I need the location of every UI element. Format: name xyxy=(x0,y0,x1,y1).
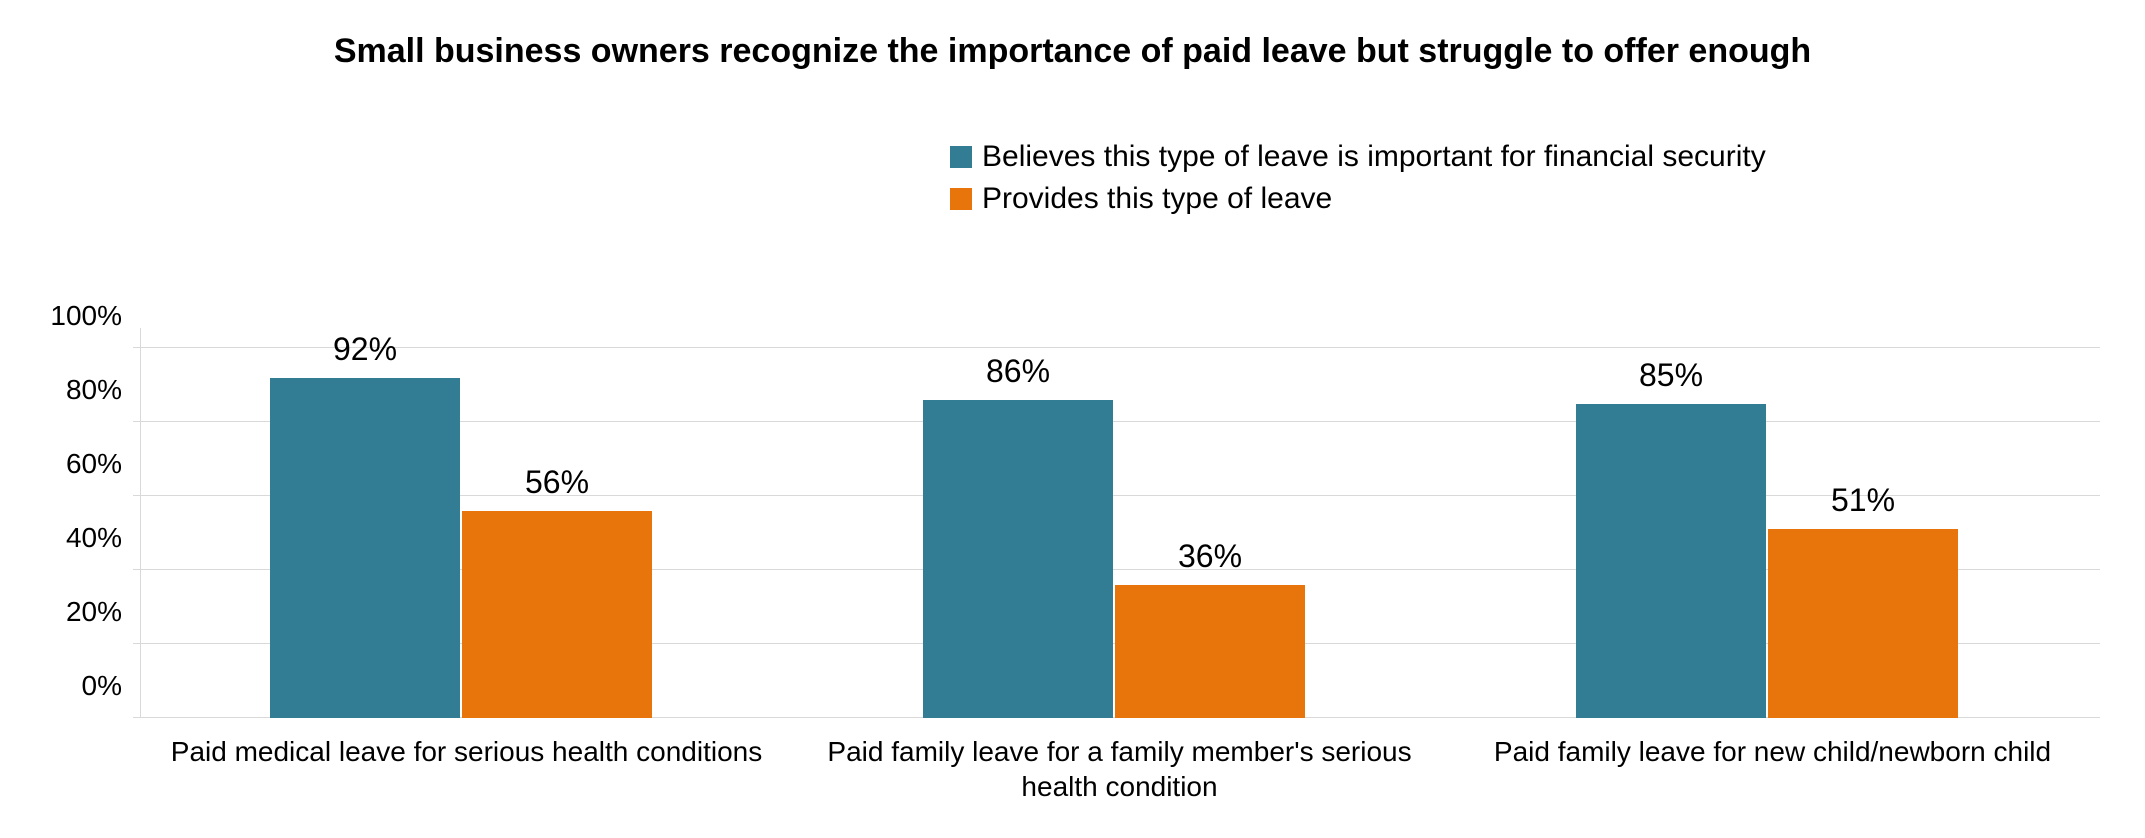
bar: 36% xyxy=(1115,585,1305,718)
y-tick-mark xyxy=(133,569,140,570)
bar-group: 92%56%Paid medical leave for serious hea… xyxy=(140,348,793,718)
legend-swatch xyxy=(950,188,972,210)
y-tick-mark xyxy=(133,347,140,348)
legend-item-1: Provides this type of leave xyxy=(950,182,1766,216)
y-tick-label: 80% xyxy=(66,374,140,406)
bar-value-label: 92% xyxy=(333,331,397,378)
y-tick-mark xyxy=(133,643,140,644)
y-tick-label: 40% xyxy=(66,522,140,554)
x-category-label: Paid family leave for a family member's … xyxy=(793,718,1446,804)
plot-area: 0%20%40%60%80%100%92%56%Paid medical lea… xyxy=(140,348,2100,718)
legend: Believes this type of leave is important… xyxy=(950,140,1766,216)
y-tick-mark xyxy=(133,717,140,718)
chart-title: Small business owners recognize the impo… xyxy=(273,30,1873,73)
x-category-label: Paid medical leave for serious health co… xyxy=(140,718,793,769)
bar-value-label: 36% xyxy=(1178,538,1242,585)
legend-swatch xyxy=(950,146,972,168)
bar: 56% xyxy=(462,511,652,718)
chart-container: Small business owners recognize the impo… xyxy=(0,0,2145,838)
legend-label: Provides this type of leave xyxy=(982,182,1332,216)
legend-item-0: Believes this type of leave is important… xyxy=(950,140,1766,174)
y-tick-label: 20% xyxy=(66,596,140,628)
bar-value-label: 86% xyxy=(986,353,1050,400)
bar-value-label: 51% xyxy=(1831,482,1895,529)
bar: 86% xyxy=(923,400,1113,718)
y-tick-label: 0% xyxy=(82,670,140,702)
y-tick-mark xyxy=(133,495,140,496)
bar-value-label: 56% xyxy=(525,464,589,511)
y-tick-label: 60% xyxy=(66,448,140,480)
bar: 51% xyxy=(1768,529,1958,718)
y-tick-mark xyxy=(133,421,140,422)
legend-label: Believes this type of leave is important… xyxy=(982,140,1766,174)
x-category-label: Paid family leave for new child/newborn … xyxy=(1446,718,2099,769)
bar-value-label: 85% xyxy=(1639,357,1703,404)
bar: 85% xyxy=(1576,404,1766,719)
bar: 92% xyxy=(270,378,460,718)
bar-group: 86%36%Paid family leave for a family mem… xyxy=(793,348,1446,718)
y-tick-label: 100% xyxy=(50,300,140,332)
bar-group: 85%51%Paid family leave for new child/ne… xyxy=(1446,348,2099,718)
